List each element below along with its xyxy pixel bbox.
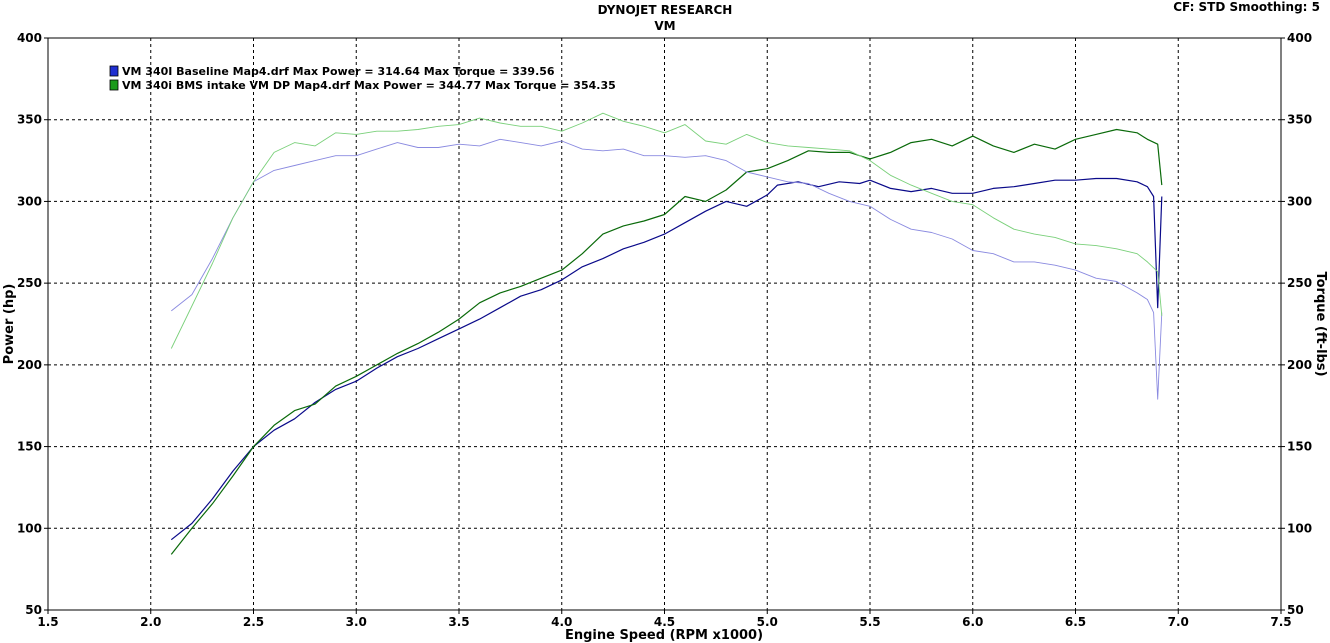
x-tick-label: 3.0 — [346, 615, 367, 629]
y-tick-label-right: 300 — [1287, 194, 1312, 208]
y-tick-label-right: 250 — [1287, 276, 1312, 290]
x-tick-label: 4.5 — [654, 615, 675, 629]
x-tick-label: 1.5 — [37, 615, 58, 629]
x-tick-labels: 1.5 2.0 2.5 3.0 3.5 4.0 4.5 5.0 5.5 6.0 6.5 7.0 7.5 — [37, 615, 1291, 629]
series-line-bms_torque — [170, 112, 1163, 349]
y-tick-label-left: 400 — [17, 31, 42, 45]
x-tick-label: 5.5 — [859, 615, 880, 629]
y-tick-label-left: 350 — [17, 113, 42, 127]
chart-subtitle: VM — [654, 19, 676, 33]
series-line-baseline_power — [170, 177, 1163, 541]
legend-label: VM 340I Baseline Map4.drf Max Power = 31… — [122, 65, 555, 78]
x-tick-label: 2.5 — [243, 615, 264, 629]
legend: VM 340I Baseline Map4.drf Max Power = 31… — [109, 65, 616, 92]
y-tick-label-left: 250 — [17, 276, 42, 290]
legend-label: VM 340i BMS intake VM DP Map4.drf Max Po… — [122, 79, 616, 92]
x-tick-label: 3.5 — [448, 615, 469, 629]
x-axis-title: Engine Speed (RPM x1000) — [565, 628, 763, 643]
y-tick-label-left: 50 — [25, 603, 42, 617]
y-tick-labels: 50 50 100 100 150 150 200 200 250 250 300 300 350 350… — [17, 31, 1312, 617]
x-tick-label: 6.5 — [1065, 615, 1086, 629]
series-line-bms_power — [170, 128, 1163, 555]
correction-factor-info: CF: STD Smoothing: 5 — [1173, 0, 1320, 14]
data-series — [170, 112, 1163, 555]
series-line-baseline_torque — [171, 138, 1163, 400]
y-tick-label-left: 200 — [17, 358, 42, 372]
y-tick-label-left: 300 — [17, 194, 42, 208]
legend-swatch — [109, 65, 119, 77]
y-tick-label-left: 150 — [17, 440, 42, 454]
y-tick-label-left: 100 — [17, 521, 42, 535]
y-axis-title-right: Torque (ft-lbs) — [1313, 271, 1328, 376]
x-tick-label: 2.0 — [140, 615, 161, 629]
chart-title: DYNOJET RESEARCH — [597, 3, 733, 17]
y-tick-label-right: 200 — [1287, 358, 1312, 372]
x-tick-label: 5.0 — [757, 615, 778, 629]
x-tick-label: 7.0 — [1168, 615, 1189, 629]
y-tick-label-right: 350 — [1287, 113, 1312, 127]
x-tick-label: 6.0 — [962, 615, 983, 629]
x-tick-label: 4.0 — [551, 615, 572, 629]
y-tick-label-right: 400 — [1287, 31, 1312, 45]
y-tick-label-right: 100 — [1287, 521, 1312, 535]
legend-swatch — [109, 79, 119, 91]
y-tick-label-right: 150 — [1287, 440, 1312, 454]
y-tick-label-right: 50 — [1287, 603, 1304, 617]
y-axis-title-left: Power (hp) — [2, 284, 17, 365]
x-tick-label: 7.5 — [1270, 615, 1291, 629]
